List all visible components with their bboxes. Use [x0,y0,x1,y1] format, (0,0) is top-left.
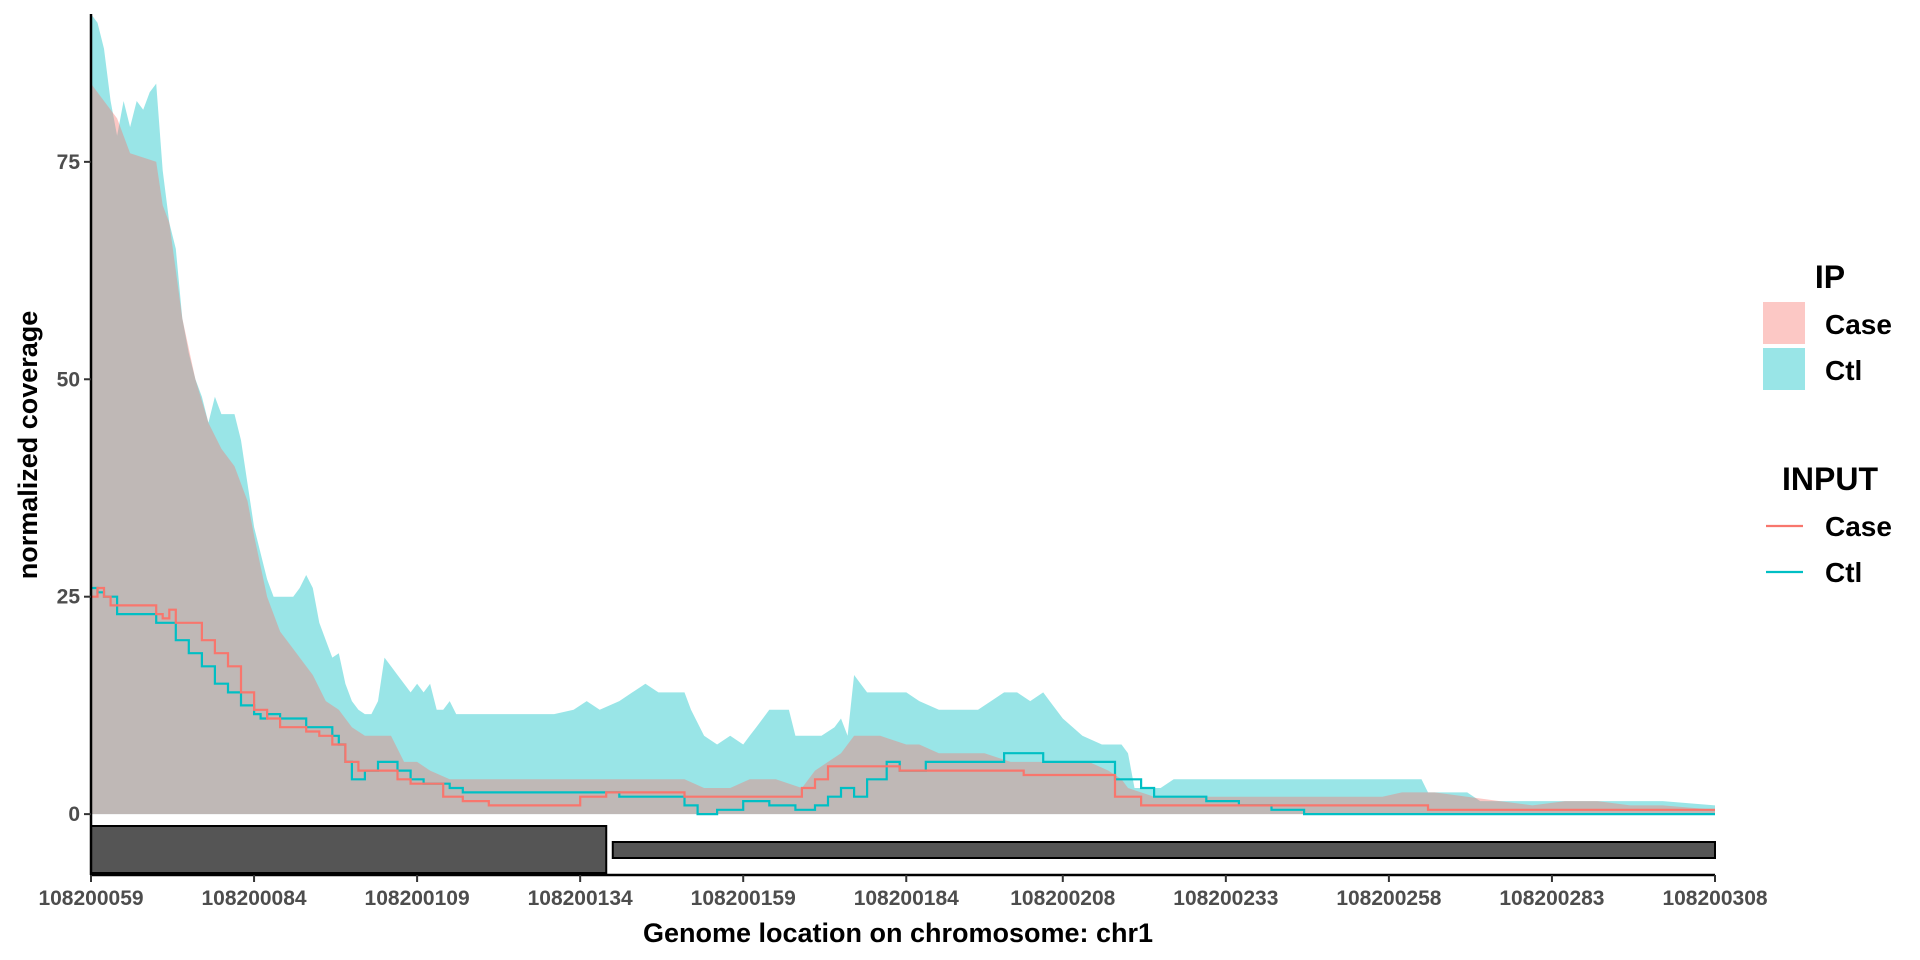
x-axis-title: Genome location on chromosome: chr1 [643,918,1153,948]
y-tick-label: 25 [57,586,81,609]
x-tick-label: 108200084 [201,887,306,910]
gene-utr-block [611,841,1716,859]
x-tick-label: 108200109 [365,887,470,910]
y-tick-label: 75 [57,151,81,174]
y-axis-title: normalized coverage [13,311,43,580]
x-tick-label: 108200258 [1336,887,1441,910]
x-tick-label: 108200159 [691,887,796,910]
legend-title-input: INPUT [1782,461,1878,497]
x-tick-label: 108200283 [1499,887,1604,910]
line-input-case [91,586,1715,811]
legend-label-ctl: Ctl [1825,355,1862,386]
x-tick-label: 108200308 [1662,887,1767,910]
legend-label-case: Case [1825,309,1892,340]
x-tick-label: 108200233 [1173,887,1278,910]
legend-title-ip: IP [1815,259,1845,295]
legend: IP Case Ctl INPUT Case Ctl [1763,259,1892,588]
legend-label-case: Case [1825,511,1892,542]
x-tick-label: 108200134 [528,887,633,910]
y-tick-label: 50 [57,368,80,391]
y-tick-label: 0 [68,803,80,826]
legend-label-ctl: Ctl [1825,557,1862,588]
gene-exon-block [90,825,608,874]
plot-area [90,14,1716,874]
area-ip-ctl [91,14,1715,815]
x-tick-label: 108200208 [1010,887,1115,910]
x-tick-label: 108200184 [854,887,959,910]
area-ip-case [91,83,1715,815]
legend-key-fill-ctl [1763,348,1805,390]
axes: Genome location on chromosome: chr1 norm… [13,14,1768,948]
legend-key-fill-case [1763,302,1805,344]
x-tick-label: 108200059 [38,887,143,910]
